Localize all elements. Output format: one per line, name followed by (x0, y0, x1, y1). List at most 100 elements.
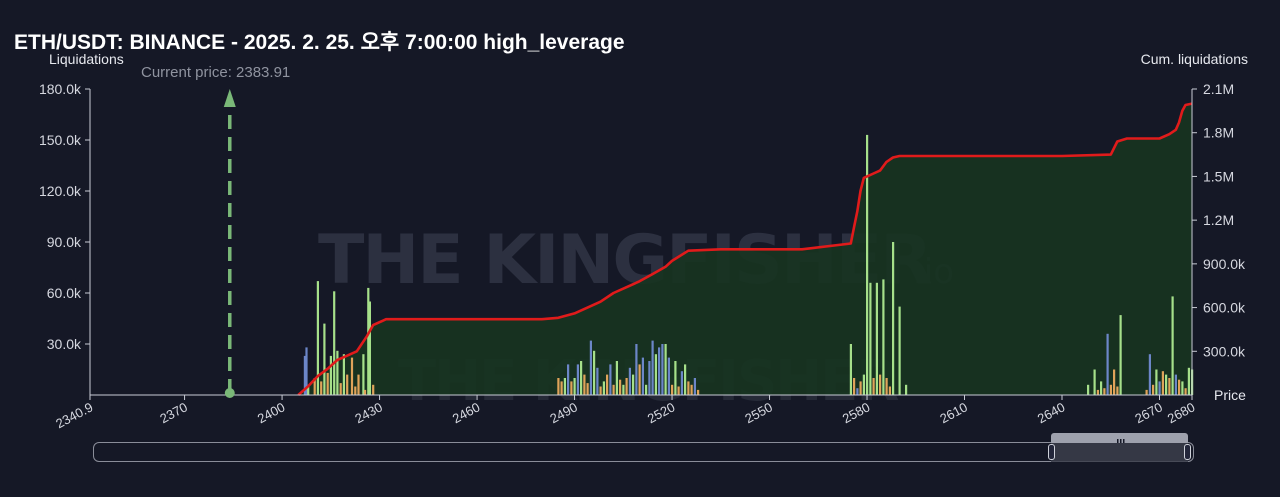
y2-tick-label: 600.0k (1203, 300, 1246, 316)
liquidation-bar (320, 381, 323, 395)
y-axis-title: Liquidations (49, 51, 124, 67)
y-tick-label: 150.0k (39, 132, 82, 148)
liquidation-bar (367, 287, 370, 395)
liquidation-bar (664, 344, 667, 395)
liquidation-bar (1100, 381, 1103, 395)
liquidation-bar (869, 282, 872, 395)
liquidation-bar (677, 386, 680, 395)
y2-tick-label: 2.1M (1203, 81, 1234, 97)
liquidation-bar (872, 378, 875, 395)
liquidation-bar (628, 367, 631, 395)
range-navigator[interactable] (93, 442, 1194, 462)
x-tick-label: 2680 (1165, 399, 1198, 426)
liquidation-bar (654, 354, 657, 395)
liquidation-bar (622, 384, 625, 395)
liquidation-bar (1087, 384, 1090, 395)
liquidation-bar (875, 282, 878, 395)
liquidation-bar (316, 281, 319, 395)
navigator-drag-tab[interactable] (1051, 433, 1188, 443)
liquidation-bar (305, 347, 308, 395)
liquidation-bar (1178, 379, 1181, 395)
liquidation-bar (1103, 388, 1106, 395)
liquidation-bar (879, 374, 882, 395)
liquidation-bar (1145, 389, 1148, 395)
liquidation-bar (342, 354, 345, 395)
liquidation-bar (680, 371, 683, 395)
liquidation-bar (667, 357, 670, 395)
liquidation-bar (892, 242, 895, 395)
liquidation-bar (1171, 296, 1174, 395)
liquidation-bar (1165, 374, 1168, 395)
liquidation-bar (576, 364, 579, 395)
cumulative-line (297, 102, 1193, 396)
liquidation-bar (619, 379, 622, 395)
liquidation-bar (1106, 333, 1109, 395)
liquidation-bar (888, 386, 891, 395)
liquidation-bar (632, 374, 635, 395)
grip-lines-icon (1117, 439, 1125, 443)
liquidation-bar (557, 378, 560, 395)
y-tick-label: 180.0k (39, 81, 82, 97)
liquidation-bar (583, 374, 586, 395)
liquidation-bar (333, 291, 336, 395)
liquidation-bar (859, 381, 862, 395)
liquidation-bar (609, 364, 612, 395)
liquidation-bar (697, 389, 700, 395)
liquidation-bar (560, 381, 563, 395)
liquidation-bar (905, 384, 908, 395)
x-tick-label: 2340.9 (53, 399, 95, 431)
navigator-right-handle[interactable] (1184, 444, 1191, 460)
x-tick-label: 2370 (157, 399, 190, 426)
y2-axis-title: Cum. liquidations (1140, 51, 1248, 67)
liquidation-bar (1174, 374, 1177, 395)
liquidation-bar (1155, 369, 1158, 395)
liquidation-bar (1093, 369, 1096, 395)
liquidation-bar (606, 374, 609, 395)
liquidation-bar (1168, 378, 1171, 395)
liquidation-bar (1116, 386, 1119, 395)
liquidation-bar (323, 323, 326, 395)
navigator-window[interactable] (1051, 443, 1188, 462)
y2-tick-label: 1.8M (1203, 125, 1234, 141)
liquidation-bar (856, 388, 859, 395)
liquidation-bar (671, 384, 674, 395)
liquidation-bar (329, 355, 332, 395)
liquidation-bar (1161, 371, 1164, 395)
liquidation-bar (862, 374, 865, 395)
x-tick-label: 2640 (1035, 399, 1068, 426)
liquidation-bar (612, 384, 615, 395)
navigator-left-handle[interactable] (1048, 444, 1055, 460)
y2-tick-label: 300.0k (1203, 343, 1246, 359)
y-tick-label: 120.0k (39, 183, 82, 199)
liquidation-bar (339, 383, 342, 395)
liquidation-bar (1096, 389, 1099, 395)
liquidation-bar (625, 378, 628, 395)
liquidation-bar (1148, 354, 1151, 395)
liquidation-bar (350, 357, 354, 395)
x-tick-label: 2670 (1132, 399, 1165, 426)
liquidation-bar (363, 389, 367, 395)
liquidation-bar (849, 344, 852, 395)
liquidation-bar (1109, 384, 1112, 395)
liquidation-bar (362, 354, 365, 395)
y2-tick-label: 1.5M (1203, 168, 1234, 184)
liquidation-bar (658, 347, 661, 395)
liquidation-bar (1181, 381, 1184, 395)
liquidation-bar (563, 378, 566, 395)
liquidation-bar (687, 381, 690, 395)
liquidation-bar (882, 279, 885, 395)
liquidation-bar (1152, 384, 1155, 395)
liquidation-bar (645, 384, 648, 395)
liquidation-bar (693, 378, 696, 395)
x-tick-label: 2400 (255, 399, 288, 426)
liquidation-bar (586, 383, 589, 395)
y-tick-label: 90.0k (47, 234, 82, 250)
liquidation-bar (638, 364, 641, 395)
liquidation-bar (635, 344, 638, 395)
liquidation-bar (641, 357, 644, 395)
y2-tick-label: 900.0k (1203, 256, 1246, 272)
liquidation-bar (866, 134, 869, 395)
liquidation-bar (1119, 315, 1122, 395)
liquidation-bar (580, 361, 583, 395)
